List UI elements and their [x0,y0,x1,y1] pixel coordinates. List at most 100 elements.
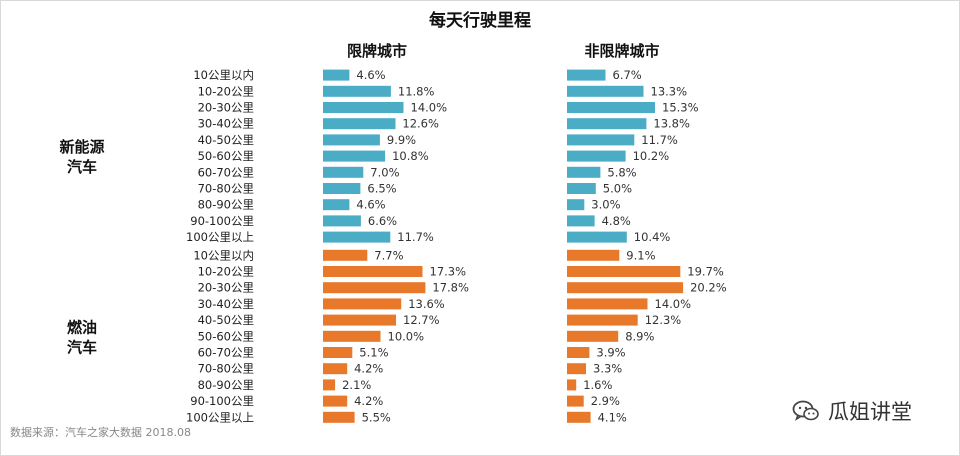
bar [323,249,368,261]
panel-label-restricted: 限牌城市 [347,42,407,60]
data-label: 4.8% [602,214,631,228]
data-label: 14.0% [655,297,692,311]
data-label: 13.3% [651,84,688,98]
bar [323,395,348,407]
data-label: 12.7% [403,313,440,327]
data-label: 6.6% [368,214,397,228]
data-label: 11.8% [398,84,435,98]
data-label: 5.5% [362,410,391,424]
data-label: 15.3% [662,101,699,115]
data-label: 14.0% [411,101,448,115]
bar [567,231,627,243]
bar [323,69,350,81]
bar [567,134,635,146]
bar [567,314,638,326]
bar [323,199,350,211]
data-label: 9.1% [626,248,655,262]
chart-title: 每天行驶里程 [429,10,531,31]
bar [323,347,353,358]
bar [323,363,348,375]
data-label: 7.0% [370,165,399,179]
bar [567,347,590,358]
data-label: 13.8% [653,117,690,131]
data-label: 12.6% [402,117,439,131]
bar [567,150,626,162]
bar [567,199,585,211]
bar [567,266,681,277]
data-label: 17.3% [430,265,467,279]
data-label: 4.6% [356,198,385,212]
category-label: 100公里以上 [186,410,254,424]
bar [567,379,577,391]
data-label: 11.7% [641,133,678,147]
bar [323,298,402,310]
data-label: 5.8% [607,165,636,179]
bar [567,166,601,178]
bar [567,249,620,261]
bar [323,330,381,342]
bar [567,118,647,130]
source-note: 数据来源：汽车之家大数据 2018.08 [10,425,191,439]
data-label: 4.1% [598,410,627,424]
group-label-line: 汽车 [67,338,97,356]
bar [567,85,644,97]
category-label: 20-30公里 [198,101,254,115]
data-label: 2.1% [342,378,371,392]
bar [567,363,586,375]
data-label: 10.4% [634,230,671,244]
data-label: 5.1% [359,346,388,360]
category-label: 40-50公里 [198,133,254,147]
group-label-line: 燃油 [67,318,97,336]
data-label: 10.2% [633,149,670,163]
bar [323,150,386,162]
category-label: 10公里以内 [193,248,254,262]
data-label: 3.3% [593,362,622,376]
bar [323,102,404,113]
category-label: 100公里以上 [186,230,254,244]
bar [323,266,423,277]
bar [567,102,655,113]
data-label: 5.0% [603,182,632,196]
bar [323,282,426,294]
category-label: 10-20公里 [198,265,254,279]
data-label: 12.3% [645,313,682,327]
category-label: 20-30公里 [198,281,254,295]
category-label: 80-90公里 [198,378,254,392]
bar [567,215,595,227]
data-label: 20.2% [690,281,727,295]
data-label: 19.7% [687,265,724,279]
category-label: 80-90公里 [198,198,254,212]
bar [567,282,684,294]
watermark-text: 瓜姐讲堂 [828,400,912,424]
bar [323,118,396,130]
bar [567,69,606,81]
data-label: 13.6% [408,297,445,311]
data-label: 1.6% [583,378,612,392]
category-label: 10公里以内 [193,68,254,82]
category-label: 50-60公里 [198,329,254,343]
data-label: 9.9% [387,133,416,147]
category-label: 90-100公里 [190,394,254,408]
data-label: 6.7% [613,68,642,82]
bar [567,330,619,342]
bar [567,298,648,310]
bar [323,231,391,243]
category-label: 60-70公里 [198,165,254,179]
data-label: 3.9% [596,346,625,360]
bar [567,395,584,407]
bar [323,379,336,391]
panel-label-unrestricted: 非限牌城市 [584,42,659,60]
data-label: 11.7% [397,230,434,244]
data-label: 17.8% [432,281,469,295]
data-label: 4.2% [354,394,383,408]
category-label: 70-80公里 [198,182,254,196]
wechat-icon [792,400,819,421]
category-label: 30-40公里 [198,117,254,131]
category-label: 10-20公里 [198,84,254,98]
bar [567,183,596,194]
category-label: 60-70公里 [198,346,254,360]
data-label: 10.0% [388,329,425,343]
bar [323,411,355,423]
data-label: 7.7% [374,248,403,262]
